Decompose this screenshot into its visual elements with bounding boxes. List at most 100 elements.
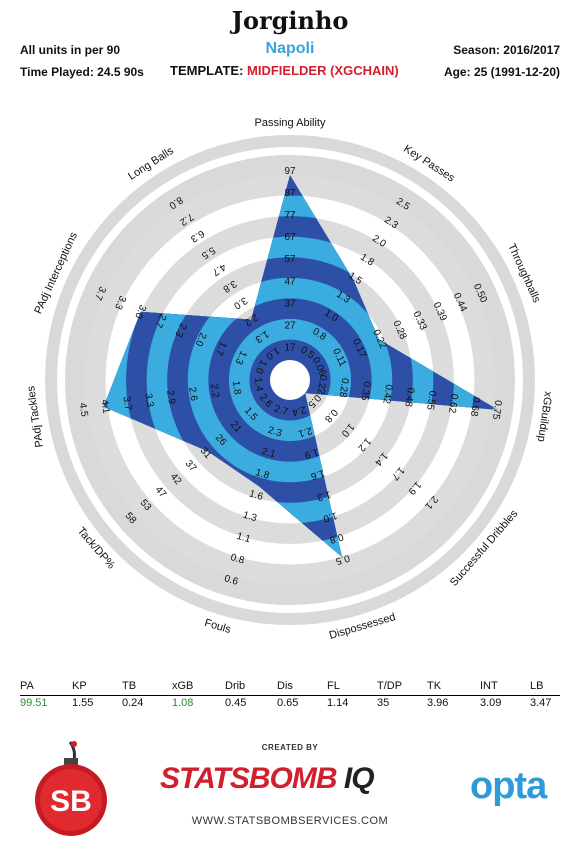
- tick-label: 0.8: [229, 552, 246, 567]
- stats-value-cell: 0.45: [225, 697, 247, 709]
- stats-header-cell: PA: [20, 680, 34, 692]
- radar-chart: 1727374757677787970.50.81.01.31.51.82.02…: [25, 117, 554, 642]
- time-played: Time Played: 24.5 90s: [20, 65, 144, 79]
- brand-main: STATSBOMB: [160, 762, 338, 795]
- axis-label: Passing Ability: [255, 117, 326, 129]
- tick-label: 3.7: [120, 396, 133, 412]
- template-value: MIDFIELDER (XGCHAIN): [247, 63, 399, 78]
- tick-label: 47: [284, 276, 296, 287]
- tick-label: 1.4: [252, 377, 265, 393]
- tick-label: 17: [284, 343, 296, 354]
- axis-label: Fouls: [203, 617, 233, 636]
- tick-label: 1.3: [242, 510, 259, 525]
- stats-value-cell: 1.14: [327, 697, 349, 709]
- stats-header-cell: Drib: [225, 680, 246, 692]
- template-label: TEMPLATE:: [170, 63, 248, 78]
- tick-label: 37: [284, 298, 296, 309]
- tick-label: 4.1: [99, 399, 112, 415]
- tick-label: 1.8: [230, 380, 243, 396]
- tick-label: 87: [284, 188, 296, 199]
- tick-label: 1.6: [309, 467, 326, 482]
- tick-label: 2.3: [266, 425, 283, 440]
- tick-label: 3.0: [132, 303, 148, 321]
- stats-value-cell: 0.65: [277, 697, 299, 709]
- brand-text: STATSBOMB IQ: [160, 762, 420, 796]
- tick-label: 0.42: [380, 384, 394, 405]
- age: Age: 25 (1991-12-20): [443, 65, 560, 79]
- stats-value-cell: 3.96: [427, 697, 449, 709]
- tick-label: 1.1: [235, 531, 252, 546]
- statsbomb-brand: STATSBOMB IQ: [160, 762, 420, 802]
- axis-label: xGBuildup: [535, 391, 554, 443]
- tick-label: 1.3: [233, 349, 249, 367]
- tick-label: 0.62: [446, 393, 460, 414]
- stats-table: PA KP TB xGB Drib Dis FL T/DP TK INT LB 99.51 1.55 0…: [20, 680, 560, 710]
- brand-iq: IQ: [336, 762, 375, 795]
- stats-header-cell: TB: [122, 680, 137, 692]
- tick-label: 3.3: [112, 294, 128, 312]
- tick-label: 0.28: [337, 377, 351, 398]
- stats-value-cell: 3.09: [480, 697, 502, 709]
- tick-label: 97: [284, 166, 296, 177]
- tick-label: 1.9: [303, 446, 320, 461]
- template-line: TEMPLATE: MIDFIELDER (XGCHAIN): [170, 63, 399, 78]
- tick-label: 2.7: [273, 404, 290, 419]
- tick-label: 2.6: [186, 386, 199, 402]
- tick-label: 0.75: [490, 399, 504, 420]
- tick-label: 2.3: [172, 321, 188, 339]
- stats-value-cell: 35: [377, 697, 390, 709]
- stats-header-cell: INT: [480, 680, 498, 692]
- season: Season: 2016/2017: [453, 43, 560, 57]
- tick-label: 1.8: [254, 467, 271, 482]
- units-note: All units in per 90: [20, 43, 121, 57]
- axis-label: PAdj Tackles: [25, 385, 46, 449]
- stats-value-row: 99.51 1.55 0.24 1.08 0.45 0.65 1.14 35 3.96 3.09 3…: [20, 697, 560, 712]
- tick-label: 0.22: [315, 374, 329, 395]
- tick-label: 0.6: [223, 573, 240, 588]
- tick-label: 0.8: [328, 531, 345, 546]
- tick-label: 77: [284, 210, 296, 221]
- tick-label: 3.7: [92, 285, 108, 303]
- tick-label: 2.1: [297, 425, 314, 440]
- website-link: WWW.STATSBOMBSERVICES.COM: [191, 815, 389, 827]
- tick-label: 67: [284, 232, 296, 243]
- stats-value-cell: 1.08: [172, 697, 194, 709]
- stats-header-cell: KP: [72, 680, 87, 692]
- stats-header-row: PA KP TB xGB Drib Dis FL T/DP TK INT LB: [20, 680, 560, 695]
- stats-header-cell: Dis: [277, 680, 293, 692]
- tick-label: 0.35: [358, 380, 372, 401]
- stats-header-cell: LB: [530, 680, 544, 692]
- stats-header-cell: TK: [427, 680, 442, 692]
- player-name: Jorginho: [231, 6, 349, 35]
- sb-logo-text: SB: [50, 785, 92, 818]
- stats-header-cell: FL: [327, 680, 340, 692]
- opta-logo: opta: [470, 765, 547, 807]
- stats-value-cell: 99.51: [20, 697, 48, 709]
- tick-label: 2.9: [164, 389, 177, 405]
- tick-label: 57: [284, 254, 296, 265]
- stats-header-cell: xGB: [172, 680, 194, 692]
- tick-label: 0.5: [334, 552, 351, 567]
- tick-label: 1.6: [248, 488, 265, 503]
- tick-label: 2.7: [152, 312, 168, 330]
- stats-divider: [20, 695, 560, 696]
- team-name: Napoli: [265, 40, 315, 57]
- tick-label: 0.68: [468, 396, 482, 417]
- stats-value-cell: 0.24: [122, 697, 144, 709]
- tick-label: 0.55: [424, 390, 438, 411]
- center-hole: [270, 360, 310, 400]
- tick-label: 2.4: [290, 403, 307, 418]
- tick-label: 2.0: [192, 330, 208, 348]
- tick-label: 0.48: [402, 387, 416, 408]
- statsbomb-bomb-logo-icon: SB: [35, 741, 107, 836]
- tick-label: 2.2: [208, 383, 221, 399]
- tick-label: 1.0: [321, 509, 338, 524]
- stats-value-cell: 1.55: [72, 697, 94, 709]
- tick-label: 1.0: [253, 358, 269, 376]
- stats-value-cell: 3.47: [530, 697, 552, 709]
- created-by-label: CREATED BY: [261, 743, 319, 752]
- tick-label: 1.3: [315, 488, 332, 503]
- tick-label: 2.1: [260, 446, 277, 461]
- tick-label: 3.3: [142, 393, 155, 409]
- tick-label: 1.7: [212, 340, 228, 358]
